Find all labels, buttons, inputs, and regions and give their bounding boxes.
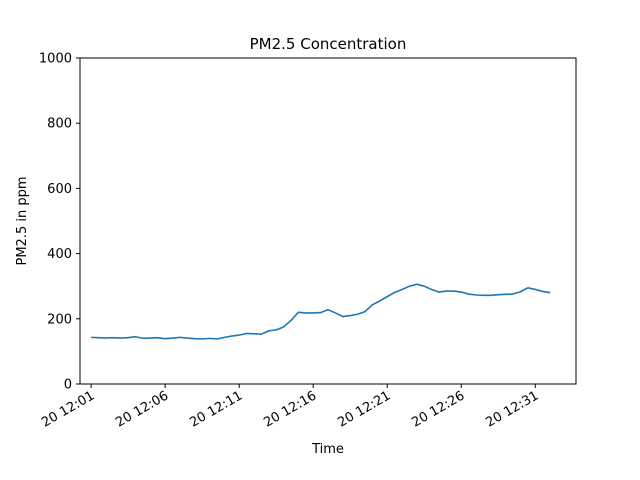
plot-area [79,57,577,385]
x-tick-label: 20 12:11 [187,388,245,430]
x-tick-label: 20 12:06 [113,388,171,430]
x-axis-label: Time [311,442,344,457]
x-tick-label: 20 12:21 [335,388,393,430]
chart-title: PM2.5 Concentration [250,35,407,53]
series-line-0 [91,283,551,340]
x-tick-label: 20 12:26 [409,388,467,430]
y-tick-label: 800 [47,117,72,132]
y-tick-label: 1000 [39,52,72,67]
x-tick-label: 20 12:01 [39,388,97,430]
y-tick-label: 200 [47,312,72,327]
plot-frame [79,57,577,385]
y-axis-ticks: 0 200 400 600 800 1000 [39,52,80,393]
y-axis-label: PM2.5 in ppm [15,176,30,265]
x-tick-label: 20 12:16 [261,388,319,430]
y-tick-label: 400 [47,247,72,262]
y-tick-label: 0 [64,378,72,393]
x-axis-ticks: 20 12:01 20 12:06 20 12:11 20 12:16 20 12:21… [39,384,541,431]
y-tick-label: 600 [47,182,72,197]
x-tick-label: 20 12:31 [483,388,541,430]
